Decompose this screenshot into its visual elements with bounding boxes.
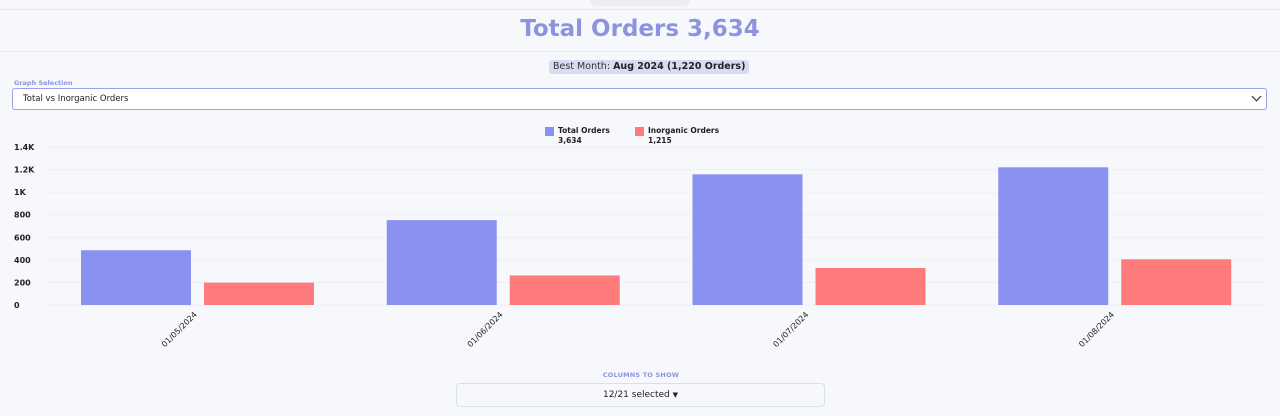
columns-to-show-dropdown[interactable]: 12/21 selected ▼ [456,383,825,407]
bar-total-orders [998,167,1109,305]
best-month-value: Aug 2024 (1,220 Orders) [613,61,746,72]
legend-swatch [635,127,644,136]
x-tick-label: 01/07/2024 [771,310,810,349]
y-tick-label: 0 [14,301,20,310]
bar-inorganic-orders [1121,259,1232,305]
y-tick-label: 200 [14,278,31,287]
header-divider [0,9,1280,10]
x-tick-label: 01/06/2024 [466,310,505,349]
legend-name: Total Orders [558,126,610,135]
bar-inorganic-orders [204,282,314,305]
y-tick-label: 800 [14,211,31,220]
legend-swatch [545,127,554,136]
y-tick-label: 1.2K [14,166,35,175]
y-tick-label: 1.4K [14,143,35,152]
graph-selection-value: Total vs Inorganic Orders [23,94,129,104]
y-tick-label: 400 [14,256,31,265]
y-tick-label: 600 [14,233,31,242]
y-tick-label: 1K [14,188,27,197]
bar-total-orders [386,220,497,305]
x-tick-label: 01/08/2024 [1077,310,1116,349]
graph-selection-label: Graph Selection [14,79,73,87]
best-month-badge: Best Month: Aug 2024 (1,220 Orders) [549,60,750,74]
graph-selection-dropdown[interactable]: Total vs Inorganic Orders [12,88,1267,110]
bar-total-orders [81,250,191,305]
title-divider [0,51,1280,52]
columns-to-show-label: COLUMNS TO SHOW [602,371,680,379]
bar-inorganic-orders [509,275,620,305]
top-notch [590,0,690,6]
orders-bar-chart: 0 200 400 600 800 1K 1.2K 1.4K 01/05/2024 01/06/2… [14,143,1268,349]
x-tick-label: 01/05/2024 [160,310,199,349]
bar-total-orders [692,174,803,305]
page-title: Total Orders 3,634 [520,16,760,42]
legend-value: 3,634 [558,136,582,145]
caret-down-icon[interactable]: ▼ [672,391,679,399]
legend-name: Inorganic Orders [648,126,720,135]
legend-value: 1,215 [648,136,672,145]
bar-inorganic-orders [815,267,926,305]
best-month-label: Best Month: [553,61,611,72]
columns-selected-value: 12/21 selected [602,390,670,400]
